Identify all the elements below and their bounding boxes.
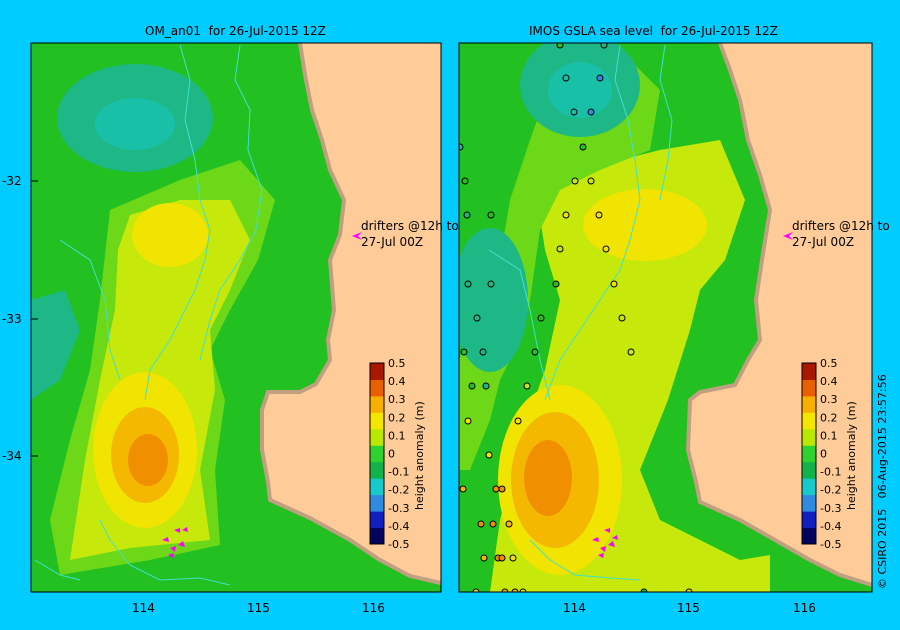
right-colorbar: 0.5 0.4 0.3 0.2 0.1 0 -0.1 -0.2 -0.3 -0.4 -0.5 <box>801 357 841 551</box>
right-colorbar-tick: 0.4 <box>820 375 838 388</box>
lon-tick-116-right: 116 <box>793 601 816 615</box>
lon-tick-116-left: 116 <box>362 601 385 615</box>
drifter-note-line2-left: 27-Jul 00Z <box>361 235 423 249</box>
drifter-note-line1-left: drifters @12h to <box>361 219 459 233</box>
left-low-west <box>31 290 80 400</box>
right-frame <box>458 42 873 593</box>
right-colorbar-label: height anomaly (m) <box>845 401 858 510</box>
left-colorbar: 0.5 0.4 0.3 0.2 0.1 0 -0.1 -0.2 -0.3 -0.4 -0.5 <box>369 357 409 551</box>
left-colorbar-tick: 0 <box>388 448 395 461</box>
left-colorbar-tick: 0.3 <box>388 393 406 406</box>
drifter-note-line2-right: 27-Jul 00Z <box>792 235 854 249</box>
right-colorbar-frame <box>801 362 817 545</box>
left-drifters <box>162 527 188 558</box>
right-colorbar-segment <box>802 527 816 545</box>
left-colorbar-tick: 0.1 <box>388 429 406 442</box>
right-ridge-zero <box>459 60 660 470</box>
right-colorbar-segment <box>802 494 816 512</box>
left-colorbar-segment <box>370 461 384 479</box>
left-colorbar-segment <box>370 395 384 413</box>
right-map[interactable] <box>452 33 872 595</box>
left-colorbar-segment <box>370 363 384 380</box>
right-colorbar-segment <box>802 428 816 446</box>
right-panel-title: IMOS GSLA sea level for 26-Jul-2015 12Z <box>529 24 778 38</box>
lat-tick-32: -32 <box>2 174 22 188</box>
left-colorbar-segment <box>370 511 384 529</box>
right-drifters <box>592 528 618 558</box>
left-colorbar-segment <box>370 445 384 463</box>
left-colorbar-segment <box>370 428 384 446</box>
right-colorbar-tick: -0.3 <box>820 502 841 515</box>
left-colorbar-tick: -0.2 <box>388 484 409 497</box>
right-colorbar-segment <box>802 412 816 430</box>
left-colorbar-segment <box>370 478 384 496</box>
right-high-south-core <box>524 440 572 516</box>
right-colorbar-segment <box>802 461 816 479</box>
right-rivers <box>488 44 673 581</box>
left-colorbar-tick: -0.4 <box>388 520 409 533</box>
right-colorbar-tick: 0.1 <box>820 429 838 442</box>
right-colorbar-segment <box>802 363 816 380</box>
right-high-north <box>583 189 707 261</box>
drifter-arrow-right <box>783 232 793 240</box>
lat-tick-33: -33 <box>2 312 22 326</box>
right-colorbar-segment <box>802 379 816 397</box>
copyright-footer: © CSIRO 2015 06-Aug-2015 23:57:56 <box>876 374 889 589</box>
right-low-north-core <box>548 62 612 118</box>
lat-tick-34: -34 <box>2 449 22 463</box>
lon-tick-115-right: 115 <box>677 601 700 615</box>
right-shore <box>685 43 872 587</box>
left-colorbar-tick: 0.5 <box>388 357 406 370</box>
left-colorbar-label: height anomaly (m) <box>413 401 426 510</box>
right-colorbar-segment <box>802 445 816 463</box>
lat-axis-left: -32 -33 -34 <box>2 174 38 463</box>
right-drifter-note: drifters @12h to 27-Jul 00Z <box>783 219 890 249</box>
left-colorbar-segment <box>370 412 384 430</box>
lon-tick-115-left: 115 <box>247 601 270 615</box>
left-colorbar-frame <box>369 362 385 545</box>
left-colorbar-segment <box>370 494 384 512</box>
right-colorbar-tick: 0.3 <box>820 393 838 406</box>
drifter-arrow-left <box>352 232 362 240</box>
right-colorbar-segment <box>802 478 816 496</box>
left-colorbar-tick: -0.1 <box>388 466 409 479</box>
left-low-inner <box>95 98 175 150</box>
right-colorbar-tick: -0.1 <box>820 466 841 479</box>
left-colorbar-segment <box>370 527 384 545</box>
right-colorbar-tick: -0.5 <box>820 538 841 551</box>
right-colorbar-tick: 0.5 <box>820 357 838 370</box>
right-colorbar-segment <box>802 511 816 529</box>
left-frame <box>30 42 442 593</box>
left-drifter-note: drifters @12h to 27-Jul 00Z <box>352 219 459 249</box>
right-colorbar-tick: -0.4 <box>820 520 841 533</box>
right-colorbar-tick: 0 <box>820 448 827 461</box>
left-colorbar-tick: 0.4 <box>388 375 406 388</box>
left-high-north <box>132 203 208 267</box>
left-colorbar-segment <box>370 379 384 397</box>
left-colorbar-tick: -0.3 <box>388 502 409 515</box>
right-colorbar-tick: 0.2 <box>820 411 838 424</box>
left-colorbar-tick: 0.2 <box>388 411 406 424</box>
right-colorbar-tick: -0.2 <box>820 484 841 497</box>
right-colorbar-segment <box>802 395 816 413</box>
lon-tick-114-right: 114 <box>563 601 586 615</box>
left-high-south-core <box>128 434 168 486</box>
lon-tick-114-left: 114 <box>132 601 155 615</box>
left-shore <box>260 43 441 585</box>
right-obs-points <box>459 43 693 592</box>
lon-axis-left: 114 115 116 <box>132 601 385 615</box>
left-rivers <box>34 44 263 586</box>
left-colorbar-tick: -0.5 <box>388 538 409 551</box>
drifter-note-line1-right: drifters @12h to <box>792 219 890 233</box>
lon-axis-right: 114 115 116 <box>563 601 816 615</box>
left-panel-title: OM_an01 for 26-Jul-2015 12Z <box>145 24 326 38</box>
